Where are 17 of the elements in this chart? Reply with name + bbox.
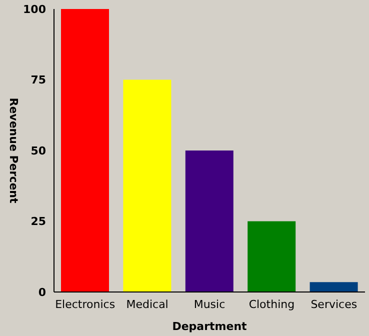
y-tick-label: 75 (30, 74, 46, 87)
x-tick-label: Medical (126, 298, 168, 311)
y-tick-label: 50 (30, 144, 46, 158)
bar (310, 282, 358, 292)
y-tick-label: 25 (30, 215, 46, 228)
x-axis-title: Department (172, 320, 247, 333)
y-tick-label: 100 (23, 2, 46, 16)
y-axis-title: Revenue Percent (7, 98, 20, 204)
x-tick-label: Services (310, 298, 358, 311)
bar (248, 221, 296, 292)
bar (185, 150, 234, 292)
y-tick-label: 0 (38, 286, 46, 299)
x-tick-label: Music (194, 298, 226, 311)
bar (123, 80, 172, 292)
bar (61, 9, 109, 292)
x-tick-label: Electronics (55, 298, 116, 311)
x-tick-label: Clothing (248, 298, 295, 311)
